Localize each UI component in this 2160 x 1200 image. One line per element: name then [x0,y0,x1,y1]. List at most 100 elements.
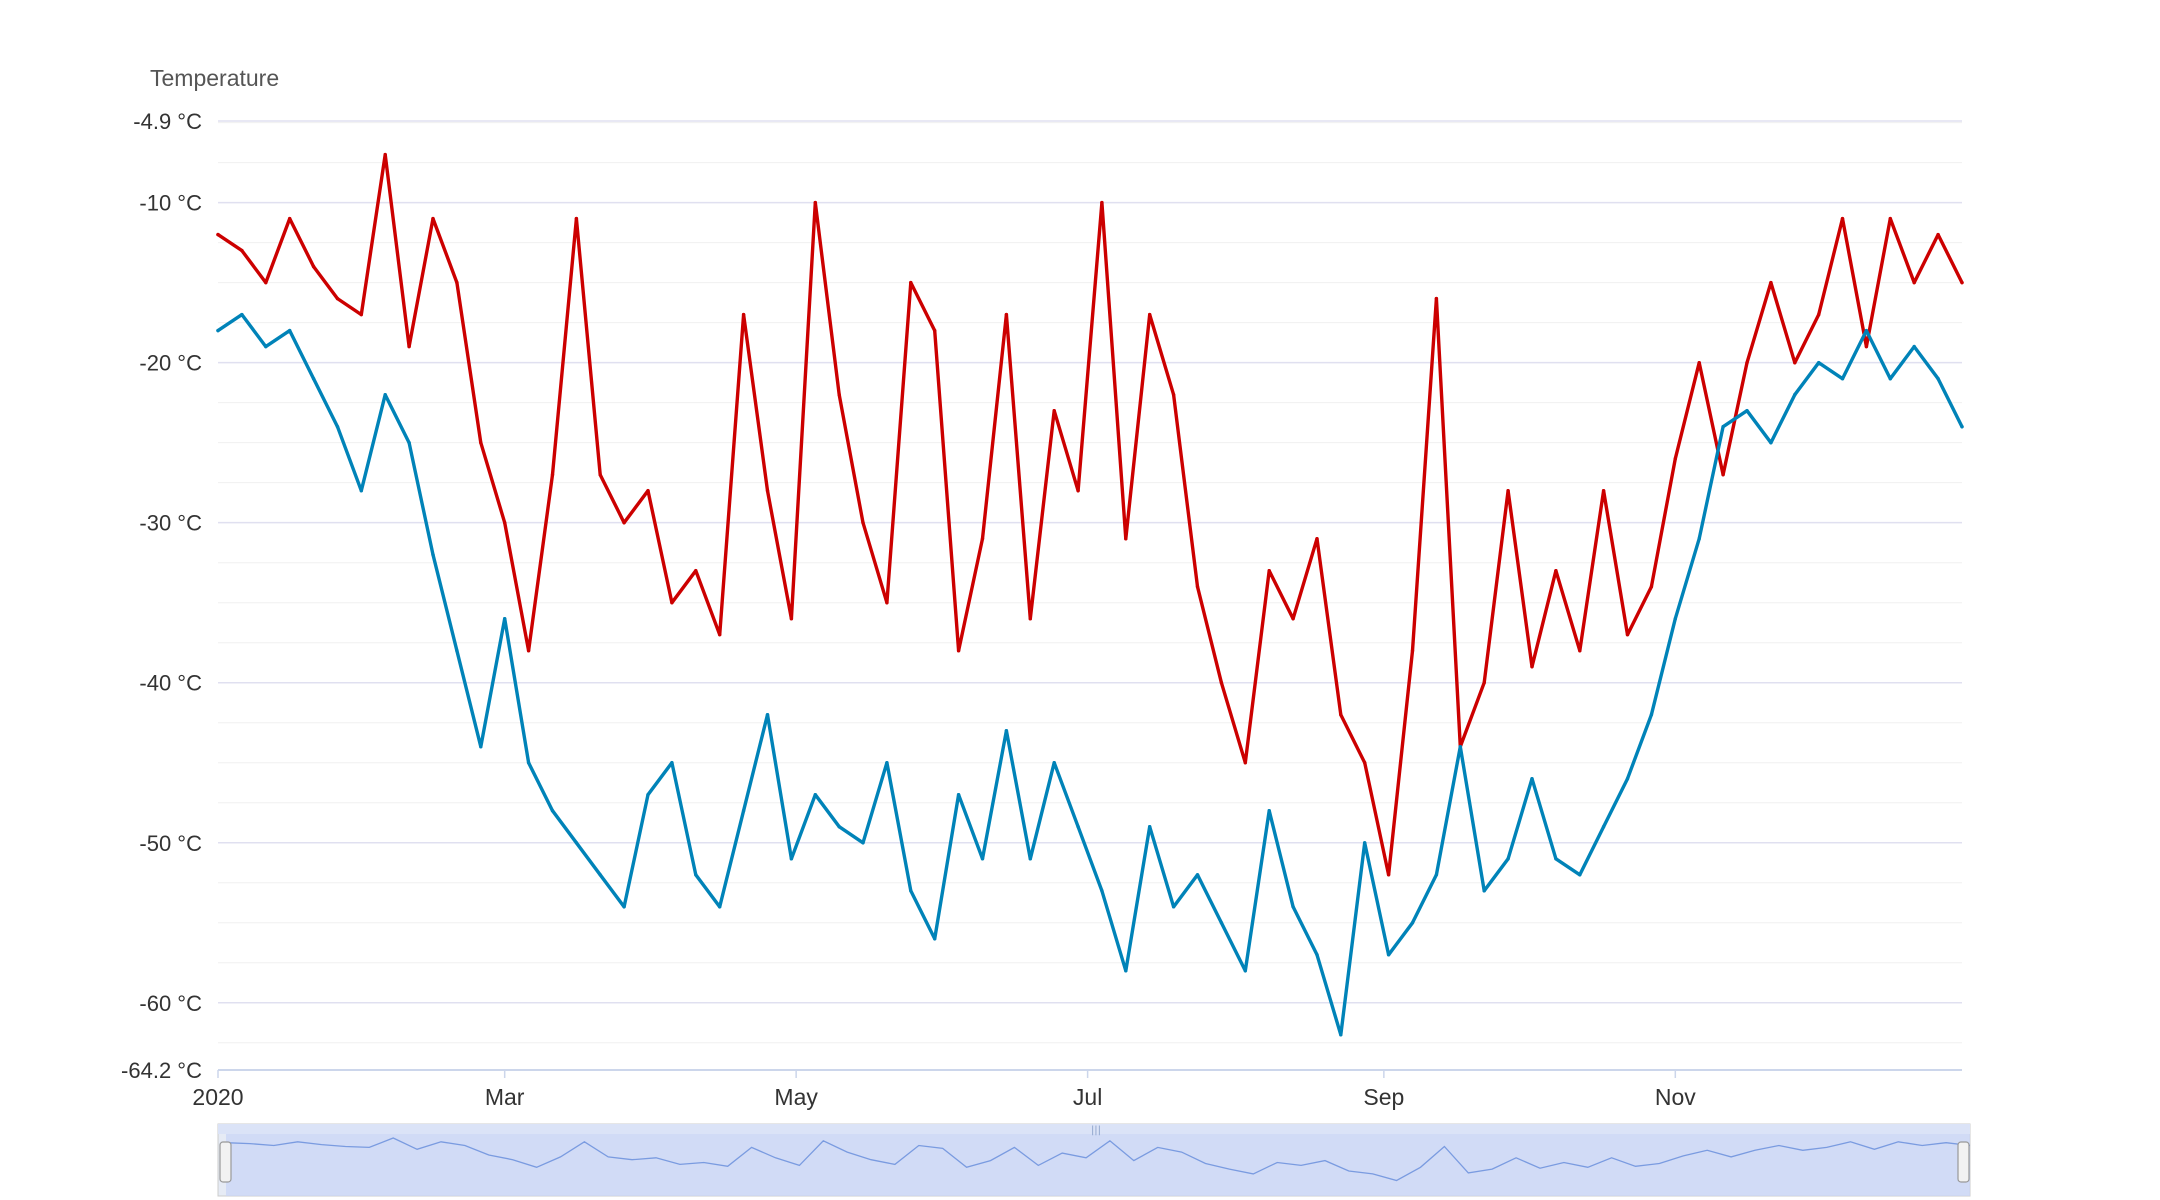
series-point[interactable] [1148,825,1152,829]
series-point[interactable] [1100,200,1104,205]
series-point[interactable] [1506,857,1510,861]
series-point[interactable] [622,905,626,909]
series-point[interactable] [741,809,746,813]
series-point[interactable] [765,713,770,717]
series-point[interactable] [956,793,961,797]
series-point[interactable] [1601,825,1606,829]
series-point[interactable] [455,280,459,285]
series-point[interactable] [789,617,794,621]
series-point[interactable] [1363,761,1367,765]
series-point[interactable] [1028,857,1033,861]
series-point[interactable] [550,473,555,477]
series-point[interactable] [1578,873,1582,877]
series-point[interactable] [1649,585,1654,589]
series-point[interactable] [1960,280,1964,285]
series-point[interactable] [1817,312,1821,317]
series-point[interactable] [1625,633,1630,637]
series-point[interactable] [1673,457,1678,461]
series-point[interactable] [933,328,937,333]
series-point[interactable] [909,889,913,893]
series-point[interactable] [813,200,817,205]
series-point[interactable] [646,489,650,493]
series-point[interactable] [359,489,363,493]
series-point[interactable] [1291,617,1295,621]
series-point[interactable] [1171,393,1176,397]
series-point[interactable] [479,441,483,445]
series-point[interactable] [1291,905,1295,909]
series-point[interactable] [1076,489,1080,493]
series-point[interactable] [1315,953,1319,957]
series-point[interactable] [837,825,841,829]
series-point[interactable] [1004,312,1009,317]
series-point[interactable] [1315,537,1319,541]
series-point[interactable] [1052,409,1056,413]
series-point[interactable] [789,857,794,861]
series-point[interactable] [1793,393,1797,397]
scrollbar-grip-icon[interactable]: ||| [1091,1125,1101,1136]
series-point[interactable] [1100,889,1104,893]
series-point[interactable] [574,216,579,221]
series-point[interactable] [1769,441,1773,445]
series-point[interactable] [1124,537,1128,541]
series-point[interactable] [622,521,626,525]
series-point[interactable] [407,441,411,445]
series-point[interactable] [1793,361,1797,365]
series-point[interactable] [598,873,602,877]
series-point[interactable] [1817,361,1821,365]
series-point[interactable] [240,248,244,253]
series-point[interactable] [1864,328,1869,333]
series-point[interactable] [1052,761,1056,765]
series-point[interactable] [1458,745,1463,749]
navigator-selected-range[interactable] [226,1124,1970,1196]
navigator-handle-left[interactable] [219,1141,232,1183]
series-point[interactable] [1482,889,1486,893]
series-point[interactable] [1721,473,1725,477]
series-point[interactable] [1697,361,1701,365]
series-point[interactable] [1840,377,1845,381]
series-point[interactable] [1769,280,1773,285]
series-point[interactable] [718,905,722,909]
series-point[interactable] [765,489,770,493]
series-point[interactable] [240,312,244,317]
series-point[interactable] [1243,761,1248,765]
series-point[interactable] [335,296,340,301]
series-point[interactable] [694,569,698,573]
series-point[interactable] [909,280,913,285]
series-point[interactable] [1434,873,1439,877]
navigator-handle-right[interactable] [1957,1141,1970,1183]
series-point[interactable] [311,264,316,269]
series-point[interactable] [1578,649,1582,653]
series-point[interactable] [1004,729,1009,733]
series-point[interactable] [1936,232,1940,237]
series-line-0[interactable] [216,152,1964,877]
series-point[interactable] [1339,1033,1343,1037]
series-point[interactable] [1386,953,1391,957]
series-point[interactable] [550,809,555,813]
series-point[interactable] [1530,777,1534,781]
range-navigator[interactable]: ||| [217,1123,1971,1197]
series-lines[interactable] [216,152,1964,1037]
series-point[interactable] [1554,569,1558,573]
series-point[interactable] [431,216,435,221]
series-point[interactable] [1888,216,1893,221]
series-point[interactable] [335,425,340,429]
series-point[interactable] [1601,489,1606,493]
series-point[interactable] [1386,873,1391,877]
series-point[interactable] [1028,617,1033,621]
series-line-1[interactable] [216,312,1964,1037]
series-point[interactable] [503,521,507,525]
series-point[interactable] [718,633,722,637]
series-point[interactable] [383,393,387,397]
series-point[interactable] [1840,216,1845,221]
series-point[interactable] [1219,681,1224,685]
series-point[interactable] [980,857,985,861]
series-point[interactable] [1148,312,1152,317]
series-point[interactable] [1554,857,1558,861]
series-point[interactable] [1434,296,1439,301]
series-point[interactable] [1410,649,1415,653]
series-point[interactable] [861,841,865,845]
series-point[interactable] [1482,681,1486,685]
series-point[interactable] [1243,969,1248,973]
series-point[interactable] [1673,617,1678,621]
series-point[interactable] [1339,713,1343,717]
